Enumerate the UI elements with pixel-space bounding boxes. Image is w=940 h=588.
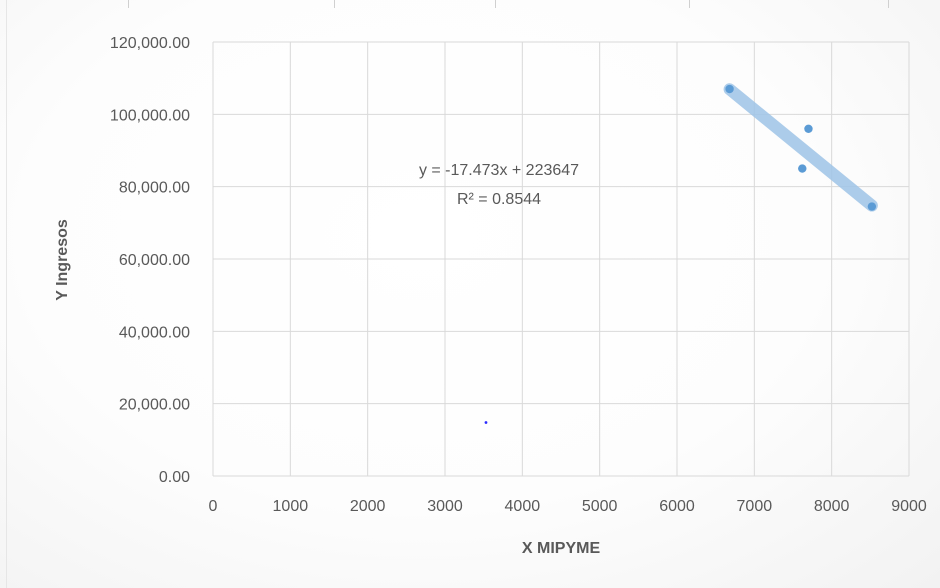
top-notch — [689, 0, 690, 8]
data-points — [484, 84, 877, 424]
data-point — [798, 164, 807, 173]
x-tick-label: 8000 — [814, 498, 850, 515]
stray-point — [484, 421, 488, 424]
data-point — [867, 202, 877, 211]
trendline — [723, 83, 878, 212]
y-tick-label: 80,000.00 — [119, 180, 190, 197]
y-axis-title: Y Ingresos — [54, 219, 71, 301]
gridlines — [212, 41, 910, 477]
x-axis-title: X MIPYME — [522, 540, 601, 557]
top-notch — [495, 0, 496, 8]
top-notch — [334, 0, 335, 8]
x-tick-label: 4000 — [505, 498, 541, 515]
chart-left-edge — [6, 0, 7, 588]
x-tick-label: 5000 — [582, 498, 618, 515]
x-tick-labels: 0 1000 2000 3000 4000 5000 6000 7000 8000 9000 — [209, 498, 927, 515]
x-tick-label: 1000 — [273, 498, 309, 515]
y-tick-label: 20,000.00 — [119, 397, 190, 414]
y-tick-label: 120,000.00 — [110, 35, 190, 52]
y-tick-label: 0.00 — [159, 469, 190, 486]
trendline-equation: y = -17.473x + 223647 — [419, 162, 579, 179]
top-notch — [888, 0, 889, 8]
x-tick-label: 6000 — [659, 498, 695, 515]
trendline-band — [723, 83, 878, 212]
x-tick-label: 3000 — [427, 498, 463, 515]
chart-top-edge — [0, 0, 940, 8]
trendline-r-squared: R² = 0.8544 — [457, 191, 541, 208]
top-notch — [128, 0, 129, 8]
data-point — [725, 84, 734, 94]
y-tick-label: 60,000.00 — [119, 252, 190, 269]
x-tick-label: 2000 — [350, 498, 386, 515]
x-tick-label: 0 — [209, 498, 218, 515]
x-tick-label: 7000 — [737, 498, 773, 515]
x-tick-label: 9000 — [891, 498, 927, 515]
y-tick-labels: 0.00 20,000.00 40,000.00 60,000.00 80,000.00… — [110, 35, 190, 486]
y-tick-label: 100,000.00 — [110, 107, 190, 124]
y-tick-label: 40,000.00 — [119, 324, 190, 341]
data-point — [804, 124, 813, 133]
